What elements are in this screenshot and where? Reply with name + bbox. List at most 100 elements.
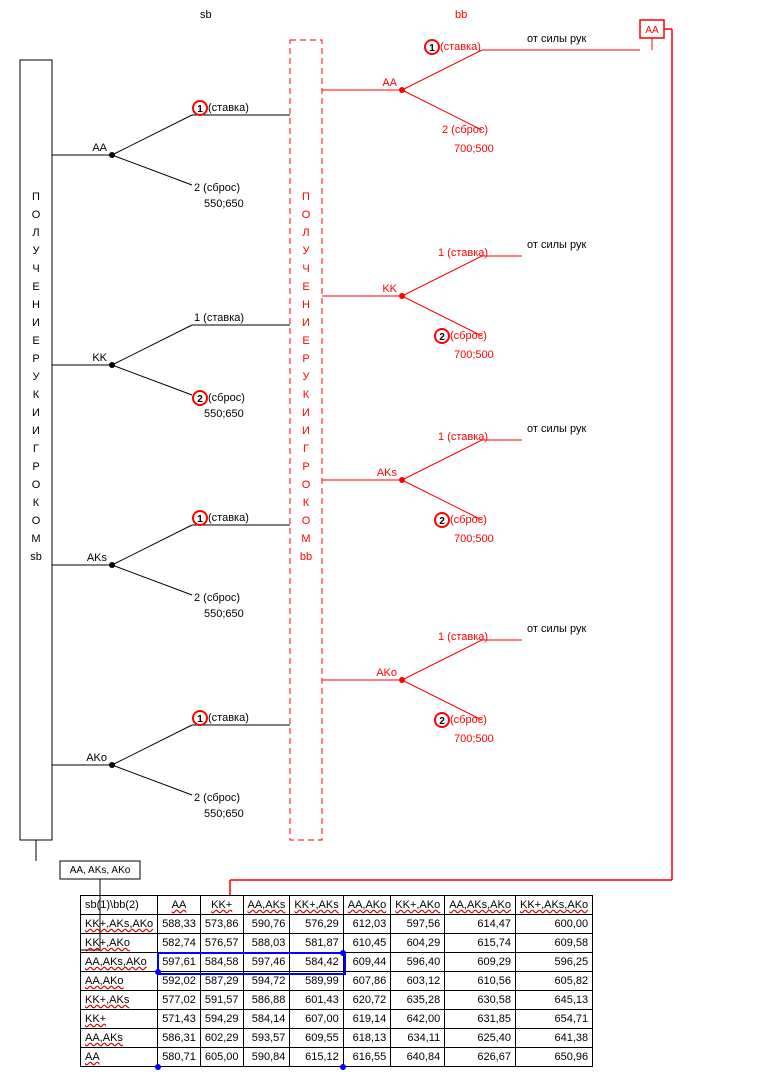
svg-text:К: К [33, 389, 40, 401]
table-cell: 631,85 [445, 1010, 516, 1029]
table-cell: 645,13 [515, 991, 592, 1010]
svg-text:700;500: 700;500 [454, 533, 494, 545]
table-col-header: AA,AKs,AKo [445, 896, 516, 915]
svg-text:(ставка): (ставка) [440, 41, 481, 53]
table-cell: 589,99 [290, 972, 343, 991]
svg-text:К: К [33, 497, 40, 509]
svg-text:(ставка): (ставка) [208, 512, 249, 524]
svg-text:И: И [32, 407, 40, 419]
table-cell: 610,56 [445, 972, 516, 991]
svg-text:(ставка): (ставка) [208, 102, 249, 114]
svg-text:Р: Р [32, 461, 39, 473]
svg-text:от силы рук: от силы рук [527, 423, 586, 435]
table-cell: 612,03 [343, 915, 391, 934]
table-cell: 594,72 [243, 972, 290, 991]
svg-text:от силы рук: от силы рук [527, 33, 586, 45]
svg-text:У: У [33, 371, 41, 383]
svg-text:Ч: Ч [302, 263, 309, 275]
table-cell: 586,88 [243, 991, 290, 1010]
svg-text:(ставка): (ставка) [208, 712, 249, 724]
svg-text:О: О [302, 515, 311, 527]
svg-text:2 (сброс): 2 (сброс) [442, 124, 488, 136]
svg-text:2 (сброс): 2 (сброс) [194, 792, 240, 804]
svg-text:И: И [32, 425, 40, 437]
table-cell: 591,57 [200, 991, 243, 1010]
svg-text:от силы рук: от силы рук [527, 623, 586, 635]
svg-text:2 (сброс): 2 (сброс) [194, 592, 240, 604]
svg-text:2 (сброс): 2 (сброс) [194, 182, 240, 194]
table-cell: 604,29 [391, 934, 445, 953]
svg-text:700;500: 700;500 [454, 349, 494, 361]
table-col-header: KK+ [200, 896, 243, 915]
table-cell: 573,86 [200, 915, 243, 934]
svg-text:550;650: 550;650 [204, 198, 244, 210]
table-cell: 597,46 [243, 953, 290, 972]
svg-text:2: 2 [439, 332, 445, 343]
table-cell: 597,56 [391, 915, 445, 934]
svg-text:М: М [301, 533, 310, 545]
svg-text:2: 2 [197, 394, 203, 405]
table-row-header: KK+,AKs [81, 991, 158, 1010]
table-cell: 640,84 [391, 1048, 445, 1067]
table-cell: 577,02 [158, 991, 201, 1010]
table-cell: 593,57 [243, 1029, 290, 1048]
svg-text:П: П [302, 191, 310, 203]
svg-text:О: О [302, 479, 311, 491]
table-cell: 607,86 [343, 972, 391, 991]
table-row-header: AA,AKs [81, 1029, 158, 1048]
table-cell: 586,31 [158, 1029, 201, 1048]
table-cell: 625,40 [445, 1029, 516, 1048]
table-cell: 614,47 [445, 915, 516, 934]
table-row-header: KK+,AKo [81, 934, 158, 953]
table-cell: 601,43 [290, 991, 343, 1010]
svg-text:О: О [32, 515, 41, 527]
svg-text:Р: Р [302, 461, 309, 473]
svg-text:У: У [303, 371, 311, 383]
svg-text:1: 1 [429, 43, 435, 54]
svg-text:2: 2 [439, 716, 445, 727]
svg-text:К: К [303, 497, 310, 509]
svg-text:Р: Р [32, 353, 39, 365]
table-col-header: KK+,AKs [290, 896, 343, 915]
svg-text:AA: AA [92, 142, 107, 154]
svg-text:Г: Г [303, 443, 309, 455]
table-cell: 588,33 [158, 915, 201, 934]
payoff-table: sb(1)\bb(2)AAKK+AA,AKsKK+,AKsAA,AKoKK+,A… [80, 895, 593, 1067]
bb-info-box [290, 40, 322, 840]
table-cell: 588,03 [243, 934, 290, 953]
table-cell: 603,12 [391, 972, 445, 991]
table-col-header: AA [158, 896, 201, 915]
svg-text:550;650: 550;650 [204, 808, 244, 820]
table-cell: 615,12 [290, 1048, 343, 1067]
table-cell: 642,00 [391, 1010, 445, 1029]
svg-text:Е: Е [32, 281, 39, 293]
table-col-header: AA,AKs [243, 896, 290, 915]
svg-text:Е: Е [32, 335, 39, 347]
svg-text:Л: Л [302, 227, 309, 239]
table-cell: 609,44 [343, 953, 391, 972]
svg-text:KK: KK [382, 283, 397, 295]
table-cell: 587,29 [200, 972, 243, 991]
svg-text:Л: Л [32, 227, 39, 239]
svg-text:(сброс): (сброс) [450, 514, 487, 526]
table-cell: 584,14 [243, 1010, 290, 1029]
svg-text:sb: sb [30, 551, 42, 563]
table-cell: 610,45 [343, 934, 391, 953]
table-cell: 605,82 [515, 972, 592, 991]
table-cell: 590,84 [243, 1048, 290, 1067]
svg-text:AA: AA [382, 77, 397, 89]
svg-text:Ч: Ч [32, 263, 39, 275]
table-row-header: KK+,AKs,AKo [81, 915, 158, 934]
table-cell: 590,76 [243, 915, 290, 934]
svg-text:AKs: AKs [87, 552, 108, 564]
table-cell: 620,72 [343, 991, 391, 1010]
table-cell: 615,74 [445, 934, 516, 953]
table-cell: 594,29 [200, 1010, 243, 1029]
svg-text:О: О [302, 209, 311, 221]
table-cell: 616,55 [343, 1048, 391, 1067]
svg-text:KK: KK [92, 352, 107, 364]
table-row-header: KK+ [81, 1010, 158, 1029]
svg-text:от силы рук: от силы рук [527, 239, 586, 251]
table-cell: 582,74 [158, 934, 201, 953]
table-cell: 596,40 [391, 953, 445, 972]
